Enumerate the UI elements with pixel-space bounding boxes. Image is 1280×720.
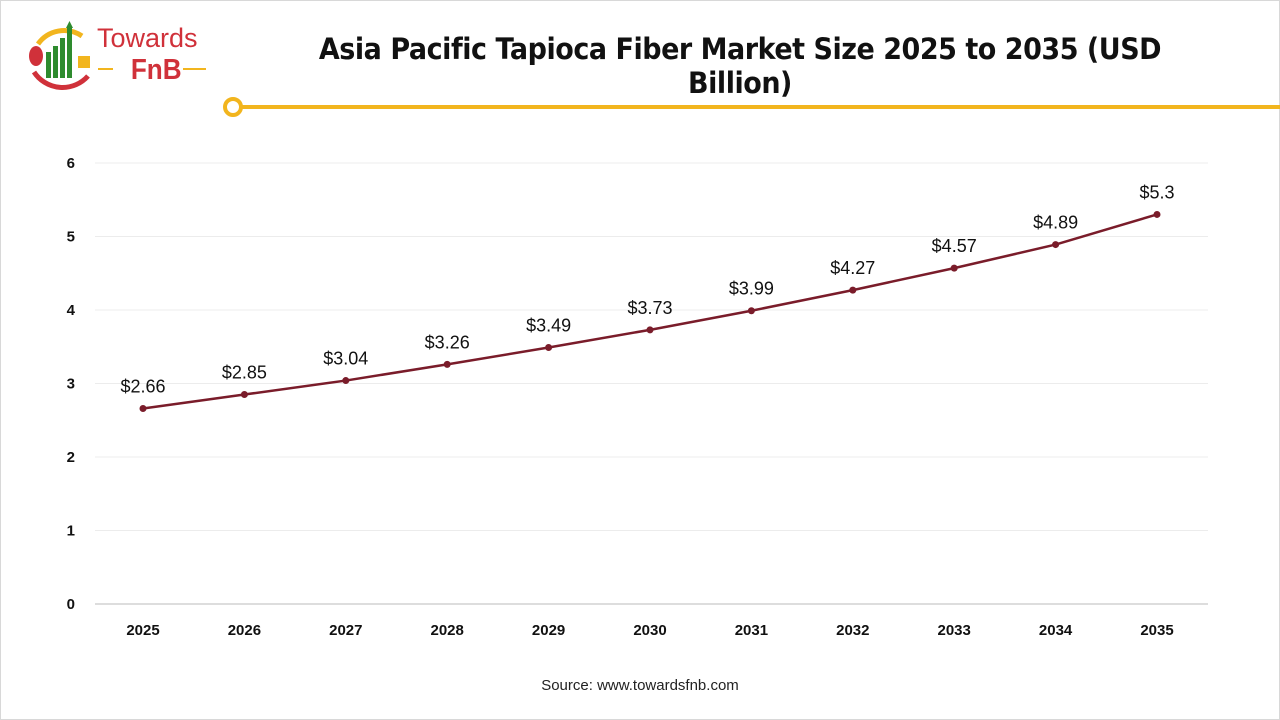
- data-label: $3.04: [323, 349, 368, 369]
- x-tick-label: 2030: [633, 622, 666, 639]
- data-point: [950, 264, 958, 272]
- data-label: $5.3: [1139, 182, 1174, 202]
- data-point: [1052, 241, 1060, 249]
- x-tick-label: 2032: [836, 622, 869, 639]
- data-point: [646, 326, 654, 334]
- data-label: $4.27: [830, 258, 875, 278]
- data-point: [1153, 210, 1161, 218]
- data-label: $4.89: [1033, 213, 1078, 233]
- data-point: [443, 360, 451, 368]
- y-tick-label: 2: [67, 449, 75, 466]
- x-tick-label: 2027: [329, 622, 362, 639]
- source-note: Source: www.towardsfnb.com: [541, 677, 739, 694]
- data-point: [240, 391, 248, 399]
- data-label: $3.49: [526, 315, 571, 335]
- y-tick-label: 1: [67, 523, 75, 540]
- logo-text-towards: Towards: [97, 23, 198, 53]
- y-tick-label: 6: [67, 155, 75, 172]
- logo-text-fnb: FnB: [130, 54, 182, 86]
- logo-icon: [29, 21, 206, 90]
- y-tick-label: 5: [67, 229, 75, 246]
- x-tick-label: 2031: [735, 622, 768, 639]
- x-tick-label: 2034: [1039, 622, 1073, 639]
- data-label: $3.26: [425, 332, 470, 352]
- data-point: [849, 286, 857, 294]
- x-tick-label: 2029: [532, 622, 565, 639]
- x-tick-label: 2026: [228, 622, 261, 639]
- y-tick-label: 4: [67, 302, 76, 319]
- y-tick-label: 0: [67, 596, 75, 613]
- title-underline: [223, 97, 1280, 117]
- y-tick-label: 3: [67, 376, 75, 393]
- x-tick-label: 2028: [431, 622, 464, 639]
- data-point: [545, 343, 553, 351]
- x-tick-label: 2035: [1140, 622, 1173, 639]
- chart-title: Asia Pacific Tapioca Fiber Market Size 2…: [318, 32, 1162, 100]
- data-label: $3.99: [729, 279, 774, 299]
- data-point: [139, 404, 147, 412]
- x-tick-label: 2033: [938, 622, 971, 639]
- data-label: $2.85: [222, 363, 267, 383]
- data-label: $2.66: [120, 376, 165, 396]
- data-point: [747, 307, 755, 315]
- data-label: $3.73: [627, 298, 672, 318]
- x-tick-label: 2025: [126, 622, 159, 639]
- data-point: [342, 377, 350, 385]
- data-label: $4.57: [932, 236, 977, 256]
